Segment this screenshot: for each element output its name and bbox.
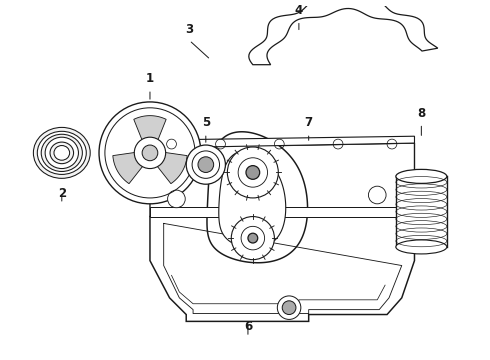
Polygon shape <box>207 132 308 263</box>
Text: 7: 7 <box>305 116 313 129</box>
Circle shape <box>368 186 386 204</box>
Circle shape <box>168 190 185 208</box>
Text: 2: 2 <box>58 187 66 200</box>
Circle shape <box>198 157 214 172</box>
Polygon shape <box>150 217 415 321</box>
Ellipse shape <box>396 170 447 183</box>
Text: 6: 6 <box>244 320 252 333</box>
Polygon shape <box>219 151 286 248</box>
Polygon shape <box>150 136 415 148</box>
Circle shape <box>231 217 274 260</box>
Polygon shape <box>155 152 187 184</box>
Polygon shape <box>150 207 415 217</box>
Text: 5: 5 <box>202 116 210 129</box>
Circle shape <box>246 166 260 179</box>
Circle shape <box>99 102 201 204</box>
Circle shape <box>248 233 258 243</box>
Text: 1: 1 <box>146 72 154 85</box>
Circle shape <box>227 147 278 198</box>
Text: 8: 8 <box>417 107 425 120</box>
Ellipse shape <box>396 240 447 254</box>
Circle shape <box>134 137 166 168</box>
Text: 3: 3 <box>185 23 193 36</box>
Circle shape <box>142 145 158 161</box>
Polygon shape <box>396 176 447 247</box>
Polygon shape <box>41 134 82 171</box>
Polygon shape <box>249 0 438 65</box>
Polygon shape <box>113 152 145 184</box>
Polygon shape <box>33 127 90 178</box>
Circle shape <box>282 301 296 315</box>
Polygon shape <box>49 141 74 165</box>
Polygon shape <box>134 116 166 143</box>
Text: 4: 4 <box>295 4 303 17</box>
Circle shape <box>186 145 225 184</box>
Polygon shape <box>150 143 415 217</box>
Circle shape <box>277 296 301 319</box>
